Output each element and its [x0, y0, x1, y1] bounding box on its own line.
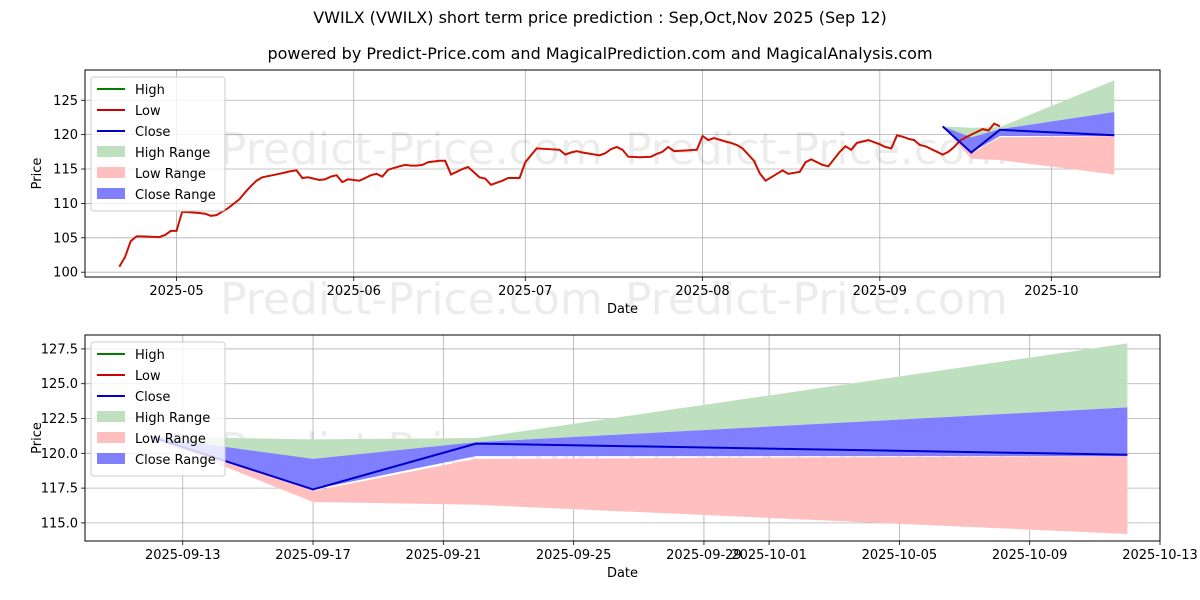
y-tick-label: 120 — [53, 128, 78, 143]
close-forecast-line — [149, 435, 1128, 491]
y-tick-label: 110 — [53, 197, 78, 212]
legend-label: High — [135, 348, 165, 363]
legend-label: Close Range — [135, 453, 216, 468]
x-tick-label: 2025-10-13 — [1122, 548, 1198, 563]
x-tick-label: 2025-09-21 — [406, 548, 482, 563]
x-tick-label: 2025-06 — [327, 284, 381, 299]
x-axis-title: Date — [607, 302, 638, 317]
plot-frame — [84, 69, 1161, 278]
chart-title: VWILX (VWILX) short term price predictio… — [313, 8, 887, 27]
y-tick-label: 122.5 — [41, 412, 78, 427]
y-tick-label: 115.0 — [41, 516, 78, 531]
plot-frame — [84, 334, 1161, 542]
y-tick-label: 117.5 — [41, 482, 78, 497]
x-tick-label: 2025-10 — [1024, 284, 1078, 299]
x-tick-label: 2025-07 — [498, 284, 552, 299]
x-tick-label: 2025-09-25 — [536, 548, 612, 563]
legend-patch-high-range — [97, 146, 125, 157]
x-tick-label: 2025-10-05 — [862, 548, 938, 563]
legend-label: High Range — [135, 146, 210, 161]
high-range-band — [150, 343, 1128, 461]
y-tick-label: 127.5 — [41, 342, 78, 357]
x-tick-label: 2025-05 — [149, 284, 203, 299]
legend-label: Close — [135, 390, 170, 405]
legend-patch-close-range — [97, 188, 125, 199]
x-tick-label: 2025-09-17 — [275, 548, 351, 563]
y-axis-title: Price — [30, 158, 45, 190]
y-tick-label: 100 — [53, 266, 78, 281]
watermark-text: Predict-Price.com — [220, 274, 603, 325]
legend-label: Low Range — [135, 432, 206, 447]
x-tick-label: 2025-09-29 — [666, 548, 742, 563]
chart-subtitle: powered by Predict-Price.com and Magical… — [267, 44, 933, 63]
legend-patch-low-range — [97, 167, 125, 178]
legend-patch-high-range — [97, 411, 125, 422]
y-axis-title: Price — [30, 422, 45, 454]
x-tick-label: 2025-09-13 — [145, 548, 221, 563]
x-tick-label: 2025-09 — [853, 284, 907, 299]
low-range-band — [942, 126, 1115, 175]
legend-label: Close Range — [135, 188, 216, 203]
x-axis-title: Date — [607, 566, 638, 581]
y-tick-label: 105 — [53, 231, 78, 246]
high-range-band — [942, 80, 1115, 139]
legend-patch-low-range — [97, 432, 125, 443]
legend-label: Low — [135, 369, 161, 384]
legend-label: High Range — [135, 411, 210, 426]
legend-label: Close — [135, 125, 170, 140]
watermark-text: Predict-Price.com — [625, 274, 1008, 325]
legend-label: Low — [135, 104, 161, 119]
legend-patch-close-range — [97, 453, 125, 464]
y-tick-label: 125 — [53, 94, 78, 109]
low-range-band — [150, 436, 1128, 534]
x-tick-label: 2025-10-09 — [992, 548, 1068, 563]
x-tick-label: 2025-08 — [675, 284, 729, 299]
y-tick-label: 115 — [53, 163, 78, 178]
close-range-band — [150, 407, 1128, 490]
y-tick-label: 120.0 — [41, 447, 78, 462]
legend-label: High — [135, 83, 165, 98]
close-forecast-line — [942, 125, 1115, 154]
low-history-line — [118, 122, 1001, 268]
y-tick-label: 125.0 — [41, 377, 78, 392]
legend-label: Low Range — [135, 167, 206, 182]
x-tick-label: 2025-10-01 — [731, 548, 807, 563]
